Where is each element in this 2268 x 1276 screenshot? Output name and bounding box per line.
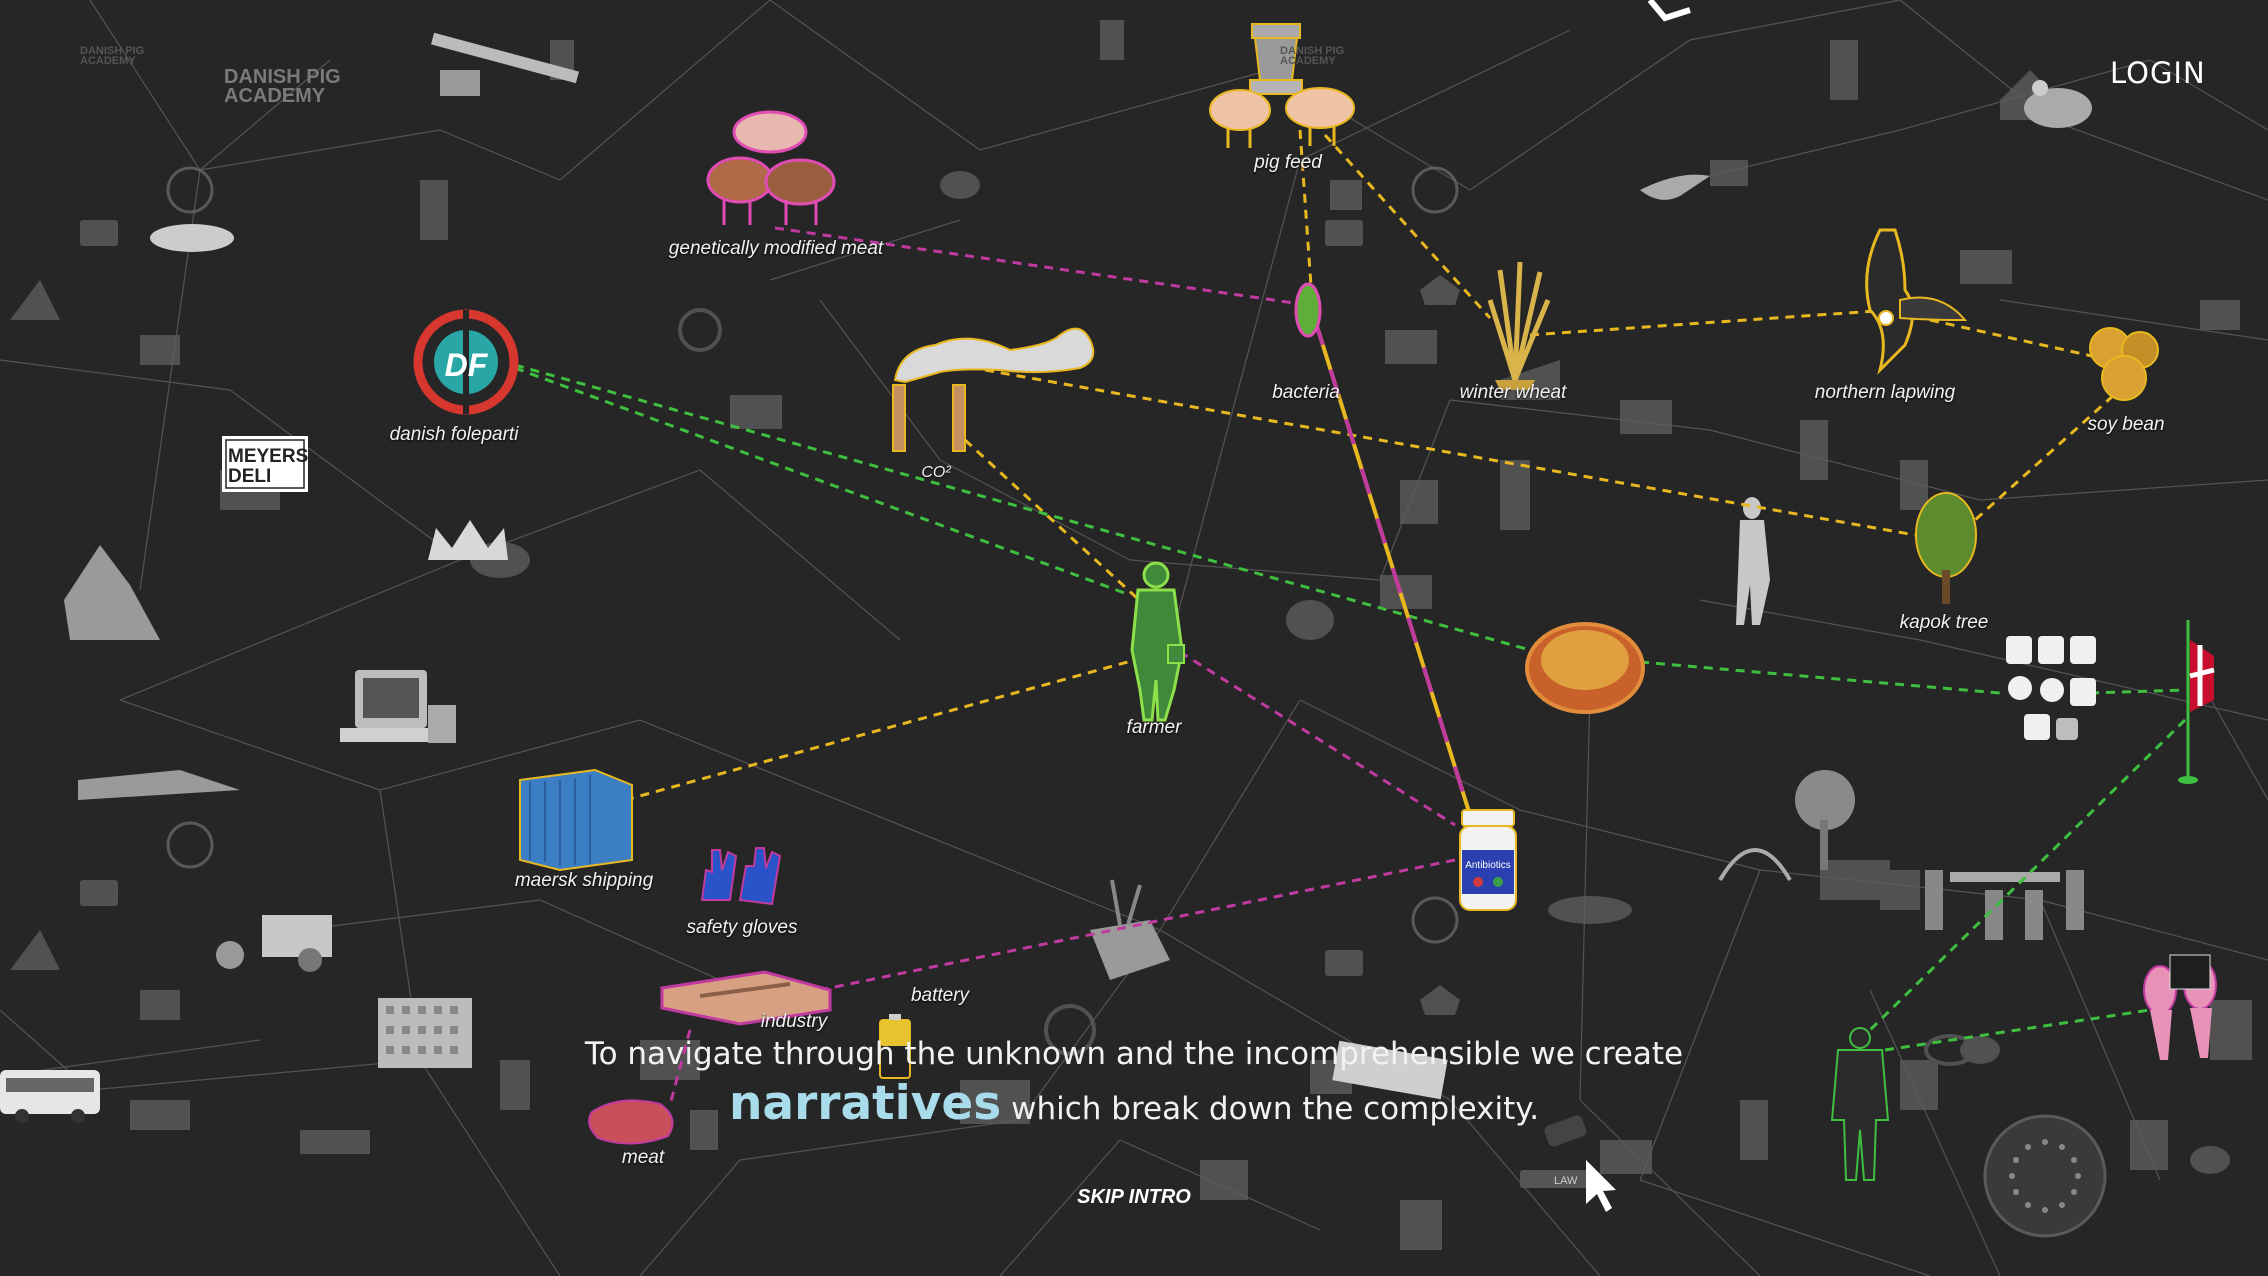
- meyers-deli-logo: MEYERS DELI: [222, 436, 308, 492]
- intro-line-1: To navigate through the unknown and the …: [584, 1036, 1684, 1072]
- building-icon: [64, 545, 240, 800]
- tree-gray-icon: [1795, 770, 1855, 870]
- label-winter-wheat[interactable]: winter wheat: [1459, 382, 1567, 403]
- label-industry[interactable]: industry: [760, 1011, 828, 1032]
- planter-icon: [1090, 879, 1170, 980]
- ufo-icon: [1647, 0, 1691, 22]
- df-logo-icon[interactable]: DF: [413, 309, 519, 415]
- label-gmo-meat[interactable]: genetically modified meat: [668, 238, 884, 259]
- frog-icon: [2024, 80, 2092, 128]
- label-meat[interactable]: meat: [621, 1147, 665, 1168]
- link-lapwing-soy: [1929, 318, 2111, 362]
- walking-person-icon: [1736, 497, 1770, 625]
- feeder-icon[interactable]: [1209, 23, 1355, 148]
- link-gmo-bacteria: [774, 226, 1309, 307]
- pigs-icon[interactable]: [706, 110, 836, 225]
- label-bacteria[interactable]: bacteria: [1272, 382, 1340, 403]
- link-df-pie: [514, 363, 1531, 652]
- bird-gray-icon: [1640, 174, 1710, 200]
- link-flag-suit: [1863, 718, 2187, 1037]
- social-media-icons[interactable]: [2006, 636, 2096, 740]
- intro-line-2-rest: which break down the complexity.: [1011, 1091, 1540, 1127]
- skip-intro-button[interactable]: SKIP INTRO: [1077, 1186, 1191, 1208]
- businessman-icon[interactable]: [1830, 1027, 1890, 1181]
- df-text: DF: [445, 347, 489, 383]
- money-stack-icon: [1332, 1040, 1448, 1100]
- wheat-icon[interactable]: [1487, 261, 1551, 390]
- link-co2-kapok: [984, 368, 1916, 537]
- label-northern-lapwing[interactable]: northern lapwing: [1814, 382, 1956, 403]
- bus-icon: [0, 1070, 100, 1123]
- factory-icon[interactable]: [660, 970, 832, 1026]
- law-text: LAW: [1554, 1175, 1578, 1187]
- danish-pig-academy-logo-faded-2: DANISH PIG ACADEMY: [1280, 45, 1345, 68]
- headset-icon: [1718, 848, 1792, 882]
- tree-icon[interactable]: [1915, 492, 1977, 604]
- label-maersk-shipping[interactable]: maersk shipping: [514, 870, 654, 891]
- meyers-line2: DELI: [228, 466, 271, 487]
- label-co2[interactable]: CO²: [921, 464, 951, 481]
- link-bacteria-antibiotics: [1313, 319, 1472, 816]
- link-pie-social: [1639, 660, 2001, 695]
- farmer-icon[interactable]: [1130, 561, 1185, 722]
- meyers-line1: MEYERS: [228, 446, 308, 467]
- narrative-links: [514, 129, 2187, 1106]
- meat-icon[interactable]: [588, 1099, 674, 1145]
- cursor-icon: [1586, 1160, 1616, 1212]
- link-df-farmer: [514, 366, 1131, 597]
- label-safety-gloves[interactable]: safety gloves: [686, 917, 798, 938]
- link-industry-meat: [668, 1029, 692, 1106]
- link-shipping-farmer: [624, 658, 1136, 802]
- danish-flag-icon[interactable]: [2178, 620, 2215, 784]
- danish-pig-academy-logo: DANISH PIG ACADEMY: [224, 66, 341, 107]
- dining-set-icon: [1925, 870, 2084, 940]
- link-soy-kapok: [1973, 383, 2127, 522]
- link-wheat-lapwing: [1529, 308, 1891, 337]
- label-farmer[interactable]: farmer: [1126, 717, 1182, 738]
- gloves-icon[interactable]: [700, 847, 782, 906]
- label-danish-foleparti[interactable]: danish foleparti: [389, 424, 519, 445]
- hotel-building-icon: [378, 998, 472, 1068]
- intro-highlight: narratives: [728, 1076, 1002, 1131]
- bacteria-icon[interactable]: [1294, 282, 1322, 338]
- link-co2-farmer: [963, 438, 1152, 612]
- label-soy-bean[interactable]: soy bean: [2087, 414, 2165, 435]
- login-button[interactable]: LOGIN: [2110, 56, 2206, 90]
- smokestack-icon[interactable]: [892, 327, 1095, 452]
- link-suit-pigs: [1884, 1008, 2151, 1052]
- bird-icon[interactable]: [1865, 228, 1968, 375]
- background-objects: [10, 20, 2252, 1250]
- soybean-icon[interactable]: [2089, 327, 2159, 401]
- label-pig-feed[interactable]: pig feed: [1254, 152, 1322, 173]
- crown-icon: [428, 520, 508, 560]
- computer-icon: [340, 670, 456, 743]
- gavel-icon: LAW: [1520, 1115, 1590, 1188]
- container-icon[interactable]: [519, 768, 633, 872]
- pie-icon[interactable]: [1525, 622, 1645, 714]
- link-farmer-antibiotics: [1179, 650, 1456, 827]
- antibiotics-bottle-icon[interactable]: Antibiotics: [1459, 809, 1517, 911]
- link-feed-bacteria: [1298, 129, 1314, 301]
- danish-pig-academy-logo-faded: DANISH PIG ACADEMY: [80, 45, 145, 68]
- satellite-icon: [431, 32, 579, 96]
- intro-line-2: narratives which break down the complexi…: [0, 1076, 2268, 1131]
- smartphone-icon: [150, 224, 234, 252]
- protest-pigs-icon[interactable]: [2143, 954, 2217, 1060]
- label-battery[interactable]: battery: [910, 985, 970, 1006]
- eu-globe-icon: [1983, 1114, 2107, 1238]
- antibiotics-text: Antibiotics: [1465, 860, 1511, 871]
- label-kapok-tree[interactable]: kapok tree: [1899, 612, 1989, 633]
- battery-icon[interactable]: [879, 1014, 911, 1079]
- truck-icon: [216, 915, 332, 972]
- link-antibiotics-industry: [819, 858, 1456, 992]
